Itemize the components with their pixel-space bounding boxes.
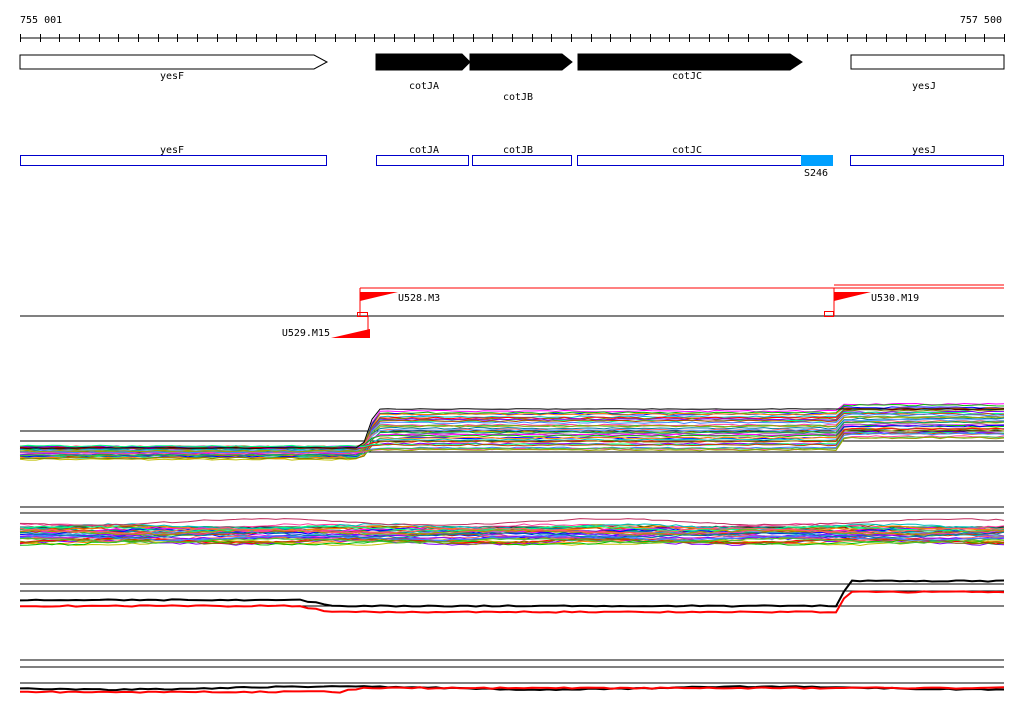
expression-profile-line xyxy=(19,424,1005,458)
gene-label-cotJB: cotJB xyxy=(503,92,533,103)
expression-panel-reverse-many xyxy=(19,506,1005,547)
promoter-track: U528.M3 U529.M15 U530.M19 xyxy=(20,284,1004,340)
expression-profile-line xyxy=(19,429,1005,460)
expression-profiles-forward xyxy=(19,402,1005,461)
expression-panel-forward-two xyxy=(19,579,1005,614)
gene-label-cotJC: cotJC xyxy=(672,71,702,82)
promoter-label-U529: U529.M15 xyxy=(282,328,330,339)
selected-region-label: S246 xyxy=(804,168,828,179)
gene-yesF[interactable]: yesF xyxy=(19,54,329,82)
expression-profile-line xyxy=(19,531,1005,539)
promoter-U530-M19[interactable]: U530.M19 xyxy=(824,288,920,317)
expression-profiles-reverse xyxy=(19,518,1005,547)
expression-profile-line xyxy=(19,537,1005,545)
cds-label-cotJB: cotJB xyxy=(503,145,533,156)
expression-profile-line xyxy=(19,418,1005,452)
gene-track: yesF cotJA cotJB cotJC yesJ xyxy=(19,53,1005,103)
coordinate-axis: 755 001 757 500 xyxy=(20,15,1005,42)
cds-cotJB[interactable]: cotJB xyxy=(472,145,572,166)
expression-profile-line xyxy=(19,436,1005,453)
expression-profile-line xyxy=(19,526,1005,534)
expression-profile-line xyxy=(19,527,1005,534)
gene-cotJC[interactable]: cotJC xyxy=(577,53,803,82)
expression-profiles-reverse-two xyxy=(19,685,1005,694)
expression-panel-reverse-two xyxy=(19,659,1005,694)
cds-track: yesF cotJA cotJB cotJC yesJ S246 xyxy=(20,145,1004,179)
expression-profile-line xyxy=(19,416,1005,454)
cds-yesF[interactable]: yesF xyxy=(20,145,327,166)
expression-profile-line xyxy=(19,423,1005,449)
axis-start-label: 755 001 xyxy=(20,15,62,26)
cds-cotJA[interactable]: cotJA xyxy=(376,145,469,166)
promoter-U528-M3[interactable]: U528.M3 xyxy=(359,288,440,316)
expression-profile-line xyxy=(19,686,1005,694)
expression-profile-line xyxy=(19,432,1005,450)
expression-profiles-forward-two xyxy=(19,579,1005,614)
expression-profile-line xyxy=(19,533,1005,540)
gene-label-cotJA: cotJA xyxy=(409,81,439,92)
cds-cotJC[interactable]: cotJC xyxy=(577,145,802,166)
expression-profile-line xyxy=(19,436,1005,457)
axis-ticks xyxy=(20,34,1005,42)
expression-profile-line xyxy=(19,528,1005,536)
cds-label-yesF: yesF xyxy=(160,145,184,156)
expression-profile-line xyxy=(19,579,1005,608)
cds-label-cotJA: cotJA xyxy=(409,145,439,156)
axis-end-label: 757 500 xyxy=(960,15,1002,26)
promoter-label-U528: U528.M3 xyxy=(398,293,440,304)
expression-profile-line xyxy=(19,412,1005,458)
cds-label-cotJC: cotJC xyxy=(672,145,702,156)
gene-label-yesJ: yesJ xyxy=(912,81,936,92)
gene-cotJA[interactable]: cotJA xyxy=(375,53,471,92)
selected-region-S246[interactable]: S246 xyxy=(801,155,833,179)
cds-yesJ[interactable]: yesJ xyxy=(850,145,1004,166)
expression-profile-line xyxy=(20,590,1005,614)
gene-yesJ[interactable]: yesJ xyxy=(850,54,1005,92)
gene-cotJB[interactable]: cotJB xyxy=(469,53,573,103)
expression-profile-line xyxy=(19,432,1005,454)
expression-profile-line xyxy=(19,408,1005,449)
expression-profile-line xyxy=(19,518,1005,527)
promoter-label-U530: U530.M19 xyxy=(871,293,919,304)
expression-panel-forward-many xyxy=(19,402,1005,461)
cds-label-yesJ: yesJ xyxy=(912,145,936,156)
promoter-U529-M15[interactable]: U529.M15 xyxy=(282,312,370,340)
gene-label-yesF: yesF xyxy=(160,71,184,82)
